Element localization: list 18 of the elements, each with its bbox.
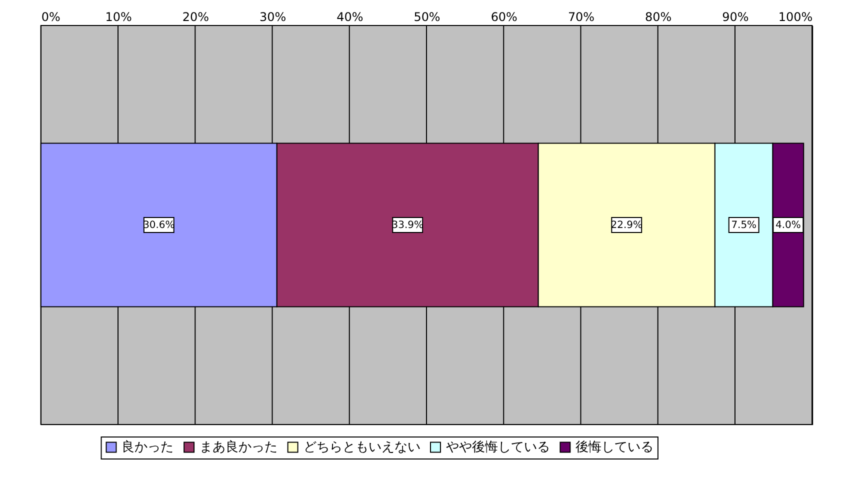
x-tick-label: 90% bbox=[722, 10, 749, 24]
x-tick-label: 100% bbox=[778, 10, 813, 24]
x-tick-label: 0% bbox=[41, 10, 60, 24]
x-tick-label: 30% bbox=[259, 10, 286, 24]
x-tick-label: 50% bbox=[414, 10, 440, 24]
legend-label: 後悔している bbox=[576, 440, 654, 456]
data-label: 7.5% bbox=[731, 220, 757, 232]
x-tick-label: 60% bbox=[490, 10, 518, 24]
x-tick-label: 70% bbox=[568, 10, 595, 24]
legend-label: やや後悔している bbox=[446, 440, 550, 456]
x-tick-label: 10% bbox=[105, 10, 132, 24]
legend-label: まあ良かった bbox=[200, 440, 278, 456]
x-tick-label: 80% bbox=[645, 10, 672, 24]
legend-label: どちらともいえない bbox=[303, 440, 420, 456]
data-label: 4.0% bbox=[776, 220, 801, 232]
x-tick-label: 20% bbox=[182, 10, 209, 24]
x-tick-label: 40% bbox=[336, 10, 364, 24]
legend-label: 良かった bbox=[122, 440, 174, 456]
